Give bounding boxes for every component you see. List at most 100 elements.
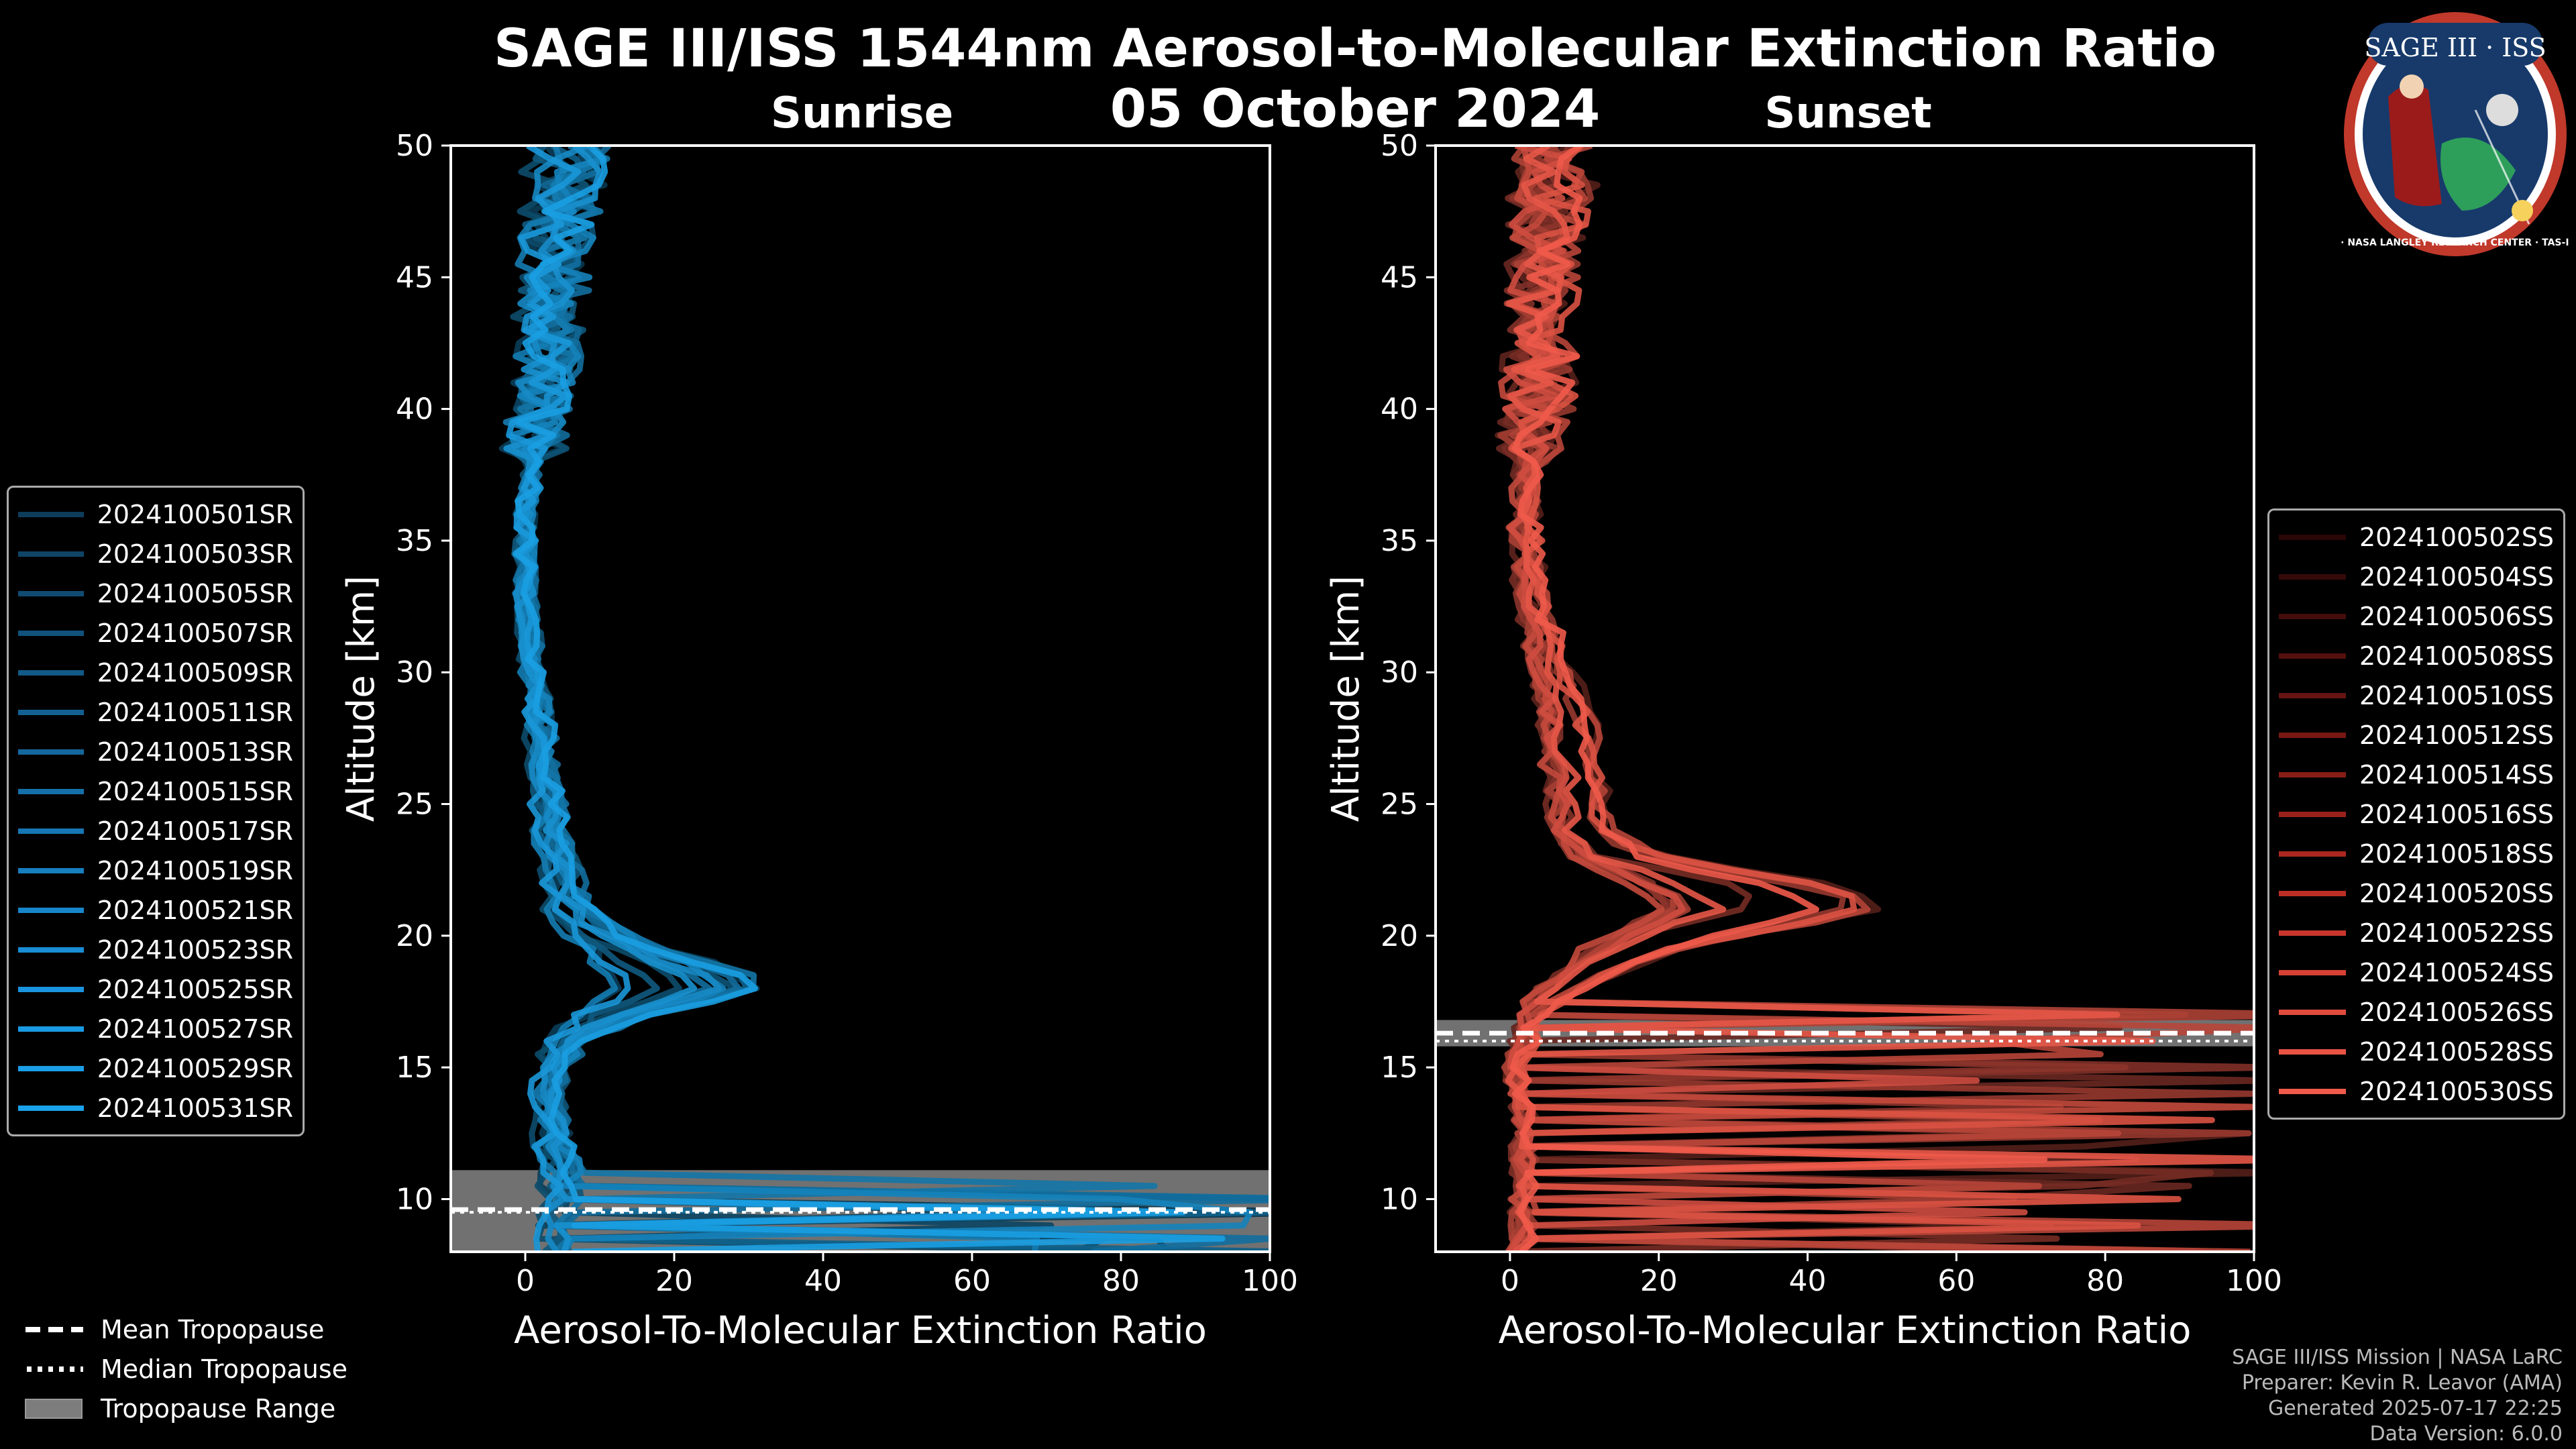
profile-line-2024100521SR [502,146,1040,1252]
legend-swatch [2279,534,2346,540]
x-tick-label: 100 [1242,1264,1298,1298]
legend-label: 2024100526SS [2359,997,2554,1027]
y-tick-label: 35 [396,524,433,558]
legend-entry: 2024100530SS [2279,1071,2554,1111]
y-tick-label: 20 [396,919,433,953]
legend-entry: 2024100515SR [18,771,293,811]
x-tick-label: 0 [516,1264,535,1298]
y-tick-label: 20 [1381,919,1418,953]
sunset-panel-title: Sunset [1764,89,1932,138]
legend-entry: 2024100502SS [2279,517,2554,557]
y-tick-label: 25 [1381,788,1418,822]
profile-line-2024100519SR [513,146,1158,1252]
chart-date: 05 October 2024 [1110,79,1601,140]
legend-label: 2024100530SS [2359,1076,2554,1106]
legend-swatch [2279,613,2346,619]
legend-label: 2024100513SR [97,737,293,767]
legend-median-tropopause: Median Tropopause [24,1349,347,1389]
plot-frame [1434,144,2255,1253]
profile-line-2024100531SR [513,146,1226,1252]
legend-label: 2024100523SR [97,934,293,965]
sunset-legend: 2024100502SS 2024100504SS 2024100506SS 2024… [2267,508,2565,1120]
sunrise-legend: 2024100501SR 2024100503SR 2024100505SR 2024… [7,486,305,1136]
legend-swatch [2279,851,2346,857]
legend-label: 2024100510SS [2359,680,2554,710]
tropopause-legend: Mean Tropopause Median Tropopause Tropop… [24,1309,347,1428]
legend-label: 2024100528SS [2359,1036,2554,1067]
x-axis-label: Aerosol-To-Molecular Extinction Ratio [1499,1309,2192,1352]
legend-label: 2024100509SR [97,657,293,688]
legend-swatch [18,867,84,873]
legend-swatch [18,986,84,992]
x-tick-label: 40 [1789,1264,1827,1298]
legend-entry: 2024100527SR [18,1009,293,1049]
legend-entry: 2024100506SS [2279,596,2554,636]
legend-label: 2024100514SS [2359,759,2554,790]
legend-label: 2024100515SR [97,776,293,806]
legend-swatch [18,709,84,715]
y-tick-label: 35 [1381,524,1418,558]
legend-swatch [2279,890,2346,896]
x-tick-label: 60 [953,1264,991,1298]
profile-line-2024100523SR [508,146,1254,1252]
legend-swatch [2279,930,2346,936]
legend-label: 2024100529SR [97,1053,293,1083]
legend-swatch [18,947,84,953]
legend-entry: 2024100508SS [2279,636,2554,676]
y-tick-label: 10 [1381,1182,1418,1216]
dotted-line-icon [27,1366,83,1372]
legend-label: 2024100505SR [97,578,293,608]
legend-entry: 2024100509SR [18,653,293,692]
legend-entry: 2024100524SS [2279,953,2554,992]
legend-label: 2024100506SS [2359,601,2554,631]
x-tick-label: 80 [1102,1264,1140,1298]
profile-line-2024100530SS [1509,146,2048,1252]
legend-label: 2024100501SR [97,499,293,529]
x-tick-label: 60 [1937,1264,1975,1298]
sage-mission-logo-icon: SAGE III · ISS BALL · NASA LANGLEY RESEA… [2341,12,2569,256]
legend-entry: 2024100521SR [18,890,293,930]
x-tick-label: 40 [804,1264,842,1298]
x-tick-label: 0 [1501,1264,1519,1298]
legend-swatch [2279,653,2346,659]
y-tick-label: 45 [396,260,433,294]
legend-swatch [18,590,84,596]
y-tick-label: 40 [1381,392,1418,427]
legend-entry: 2024100529SR [18,1049,293,1088]
legend-mean-label: Mean Tropopause [101,1314,325,1344]
legend-entry: 2024100518SS [2279,834,2554,873]
legend-entry: 2024100526SS [2279,992,2554,1032]
y-tick-label: 15 [1381,1051,1418,1085]
legend-entry: 2024100525SR [18,969,293,1009]
y-tick-label: 40 [396,392,433,427]
y-tick-label: 50 [396,129,433,163]
x-tick-label: 20 [655,1264,693,1298]
y-tick-label: 45 [1381,260,1418,294]
legend-swatch [2279,574,2346,580]
legend-swatch [18,907,84,913]
legend-label: 2024100521SR [97,895,293,925]
legend-entry: 2024100519SR [18,851,293,890]
y-tick-label: 25 [396,788,433,822]
profile-line-2024100527SR [503,146,1095,1252]
y-axis-label: Altitude [km] [1324,576,1368,822]
profile-line-2024100503SR [498,146,1108,1252]
legend-entry: 2024100520SS [2279,873,2554,913]
y-tick-label: 30 [396,655,433,690]
legend-entry: 2024100513SR [18,732,293,771]
legend-swatch [18,1026,84,1032]
x-tick-label: 20 [1640,1264,1678,1298]
legend-label: 2024100504SS [2359,561,2554,592]
legend-label: 2024100524SS [2359,957,2554,987]
legend-entry: 2024100531SR [18,1088,293,1128]
legend-swatch [18,788,84,794]
legend-swatch [18,669,84,676]
legend-entry: 2024100501SR [18,494,293,534]
legend-label: 2024100527SR [97,1014,293,1044]
legend-entry: 2024100510SS [2279,676,2554,715]
y-tick-label: 30 [1381,655,1418,690]
legend-label: 2024100517SR [97,816,293,846]
legend-label: 2024100531SR [97,1093,293,1123]
legend-swatch [18,1105,84,1111]
legend-label: 2024100502SS [2359,522,2554,552]
